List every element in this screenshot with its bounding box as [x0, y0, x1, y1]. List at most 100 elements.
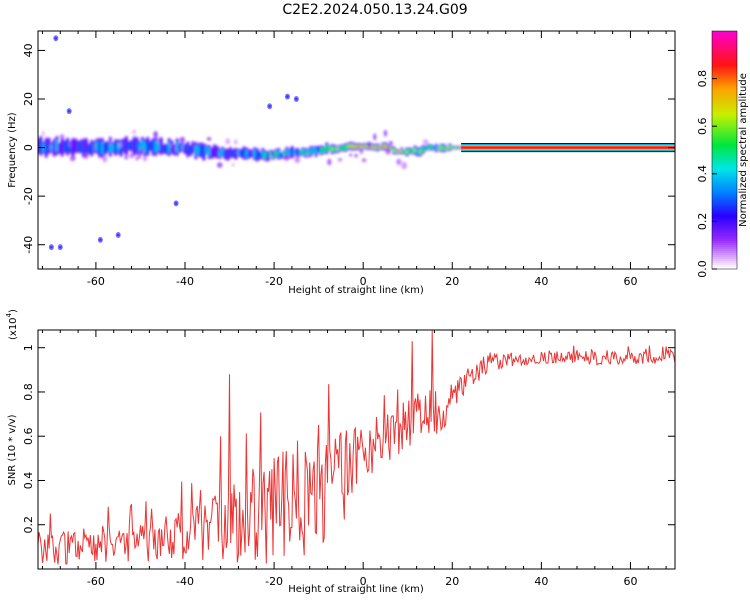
spectrogram-cell — [55, 139, 59, 152]
spectrogram-cell — [130, 141, 134, 150]
spectrogram-cell — [148, 141, 153, 150]
spectrogram-cell — [360, 146, 364, 149]
y-tick-label: 1 — [22, 344, 35, 351]
x-tick-label: 60 — [623, 575, 637, 588]
colorbar-cell — [712, 94, 737, 98]
spectrogram-speckle — [354, 153, 358, 158]
outlier-core — [116, 233, 120, 237]
colorbar-cell — [712, 259, 737, 262]
spectrogram-cell — [57, 143, 62, 154]
spectrogram-cell — [71, 139, 75, 156]
spectrogram-cell — [44, 140, 48, 156]
spectrogram-cell — [362, 145, 366, 147]
spectrogram-cell — [39, 138, 43, 154]
spectrogram-cells — [38, 35, 675, 251]
spectrogram-cell — [199, 144, 203, 156]
colorbar-cell — [712, 32, 737, 36]
colorbar-cell — [712, 249, 737, 252]
colorbar-cell — [712, 130, 737, 133]
spectrogram-cell — [132, 137, 137, 155]
colorbar-cell — [712, 199, 737, 203]
colorbar-cell — [712, 66, 737, 70]
x-tick-label: 60 — [623, 275, 637, 288]
spectrogram-cell — [338, 146, 342, 150]
spectrogram-cell — [223, 150, 227, 159]
spectrogram-cell — [213, 145, 217, 158]
colorbar-cell — [712, 128, 737, 131]
y-tick-label: 20 — [22, 92, 35, 106]
colorbar-cell — [712, 40, 737, 44]
spectrogram-cell — [432, 146, 436, 150]
spectrogram-cell — [370, 145, 374, 148]
spectrogram-cell — [394, 150, 398, 153]
y-tick-label: 0.4 — [22, 472, 35, 490]
spectrogram-speckle — [129, 152, 134, 159]
colorbar-cell — [712, 225, 737, 228]
colorbar-tick-label: 0.4 — [696, 165, 709, 183]
spectrogram-speckle — [269, 155, 273, 160]
colorbar-cell — [712, 38, 737, 42]
outlier-core — [58, 245, 62, 249]
spectrogram-cell — [68, 142, 72, 152]
colorbar-cell — [712, 205, 737, 209]
colorbar-cell — [712, 197, 737, 201]
spectrogram-cell — [100, 141, 104, 154]
spectrogram-speckle — [179, 136, 186, 144]
colorbar-cell — [712, 217, 737, 221]
spectrogram-speckle — [206, 137, 212, 141]
spectrogram-cell — [306, 150, 310, 155]
spectrogram-cell — [266, 152, 270, 161]
colorbar-cell — [712, 235, 737, 238]
spectrogram-cell — [122, 140, 126, 152]
spectrogram-cell — [269, 152, 273, 157]
spectrogram-speckle — [359, 148, 364, 155]
spectrogram-cell — [218, 150, 222, 157]
spectrogram-speckle — [69, 155, 76, 162]
spectrogram-cell — [295, 149, 300, 156]
colorbar-tick-label: 0.0 — [696, 260, 709, 278]
spectrogram-speckle — [294, 155, 301, 164]
spectrogram-cell — [450, 146, 455, 149]
colorbar-tick-label: 0.6 — [696, 117, 709, 135]
spectrogram-cell — [392, 148, 396, 152]
snr-line-group — [38, 330, 675, 565]
spectrogram-cell — [239, 150, 243, 157]
spectrogram-cell — [277, 150, 281, 158]
spectrogram-cell — [167, 141, 171, 153]
colorbar-cell — [712, 116, 737, 119]
spectrogram-cell — [421, 147, 425, 152]
spectrogram-speckle — [102, 155, 108, 163]
spectrogram-cell — [191, 144, 195, 154]
colorbar-cell — [712, 148, 737, 151]
spectrogram-speckle — [231, 163, 235, 167]
spectrogram-cell — [418, 149, 422, 154]
spectrogram-speckle — [361, 158, 367, 163]
colorbar-cell — [712, 267, 737, 270]
spectrogram-speckle — [83, 152, 89, 160]
colorbar-cell — [712, 237, 737, 240]
colorbar-cell — [712, 229, 737, 232]
spectrogram-cell — [247, 150, 251, 158]
spectrogram-cell — [303, 149, 308, 156]
outlier-core — [54, 36, 58, 40]
spectrogram-cell — [282, 152, 286, 157]
spectrogram-cell — [124, 137, 128, 155]
y-tick-label: -40 — [22, 236, 35, 254]
colorbar-cell — [712, 70, 737, 74]
colorbar-frame — [711, 30, 738, 270]
colorbar-cell — [712, 52, 737, 56]
spectrogram-cell — [106, 142, 110, 152]
colorbar-cell — [712, 247, 737, 250]
spectrogram-cell — [330, 147, 334, 151]
colorbar-cell — [712, 203, 737, 207]
colorbar-cell — [712, 207, 737, 211]
x-tick-label: -20 — [265, 275, 283, 288]
spectrogram-speckle — [67, 142, 73, 148]
spectrogram-cell — [138, 143, 142, 152]
colorbar-cell — [712, 150, 737, 153]
y-tick-label: 40 — [22, 43, 35, 57]
colorbar-cell — [712, 263, 737, 266]
spectrogram-cell — [333, 146, 337, 152]
x-tick-label: 40 — [534, 575, 548, 588]
